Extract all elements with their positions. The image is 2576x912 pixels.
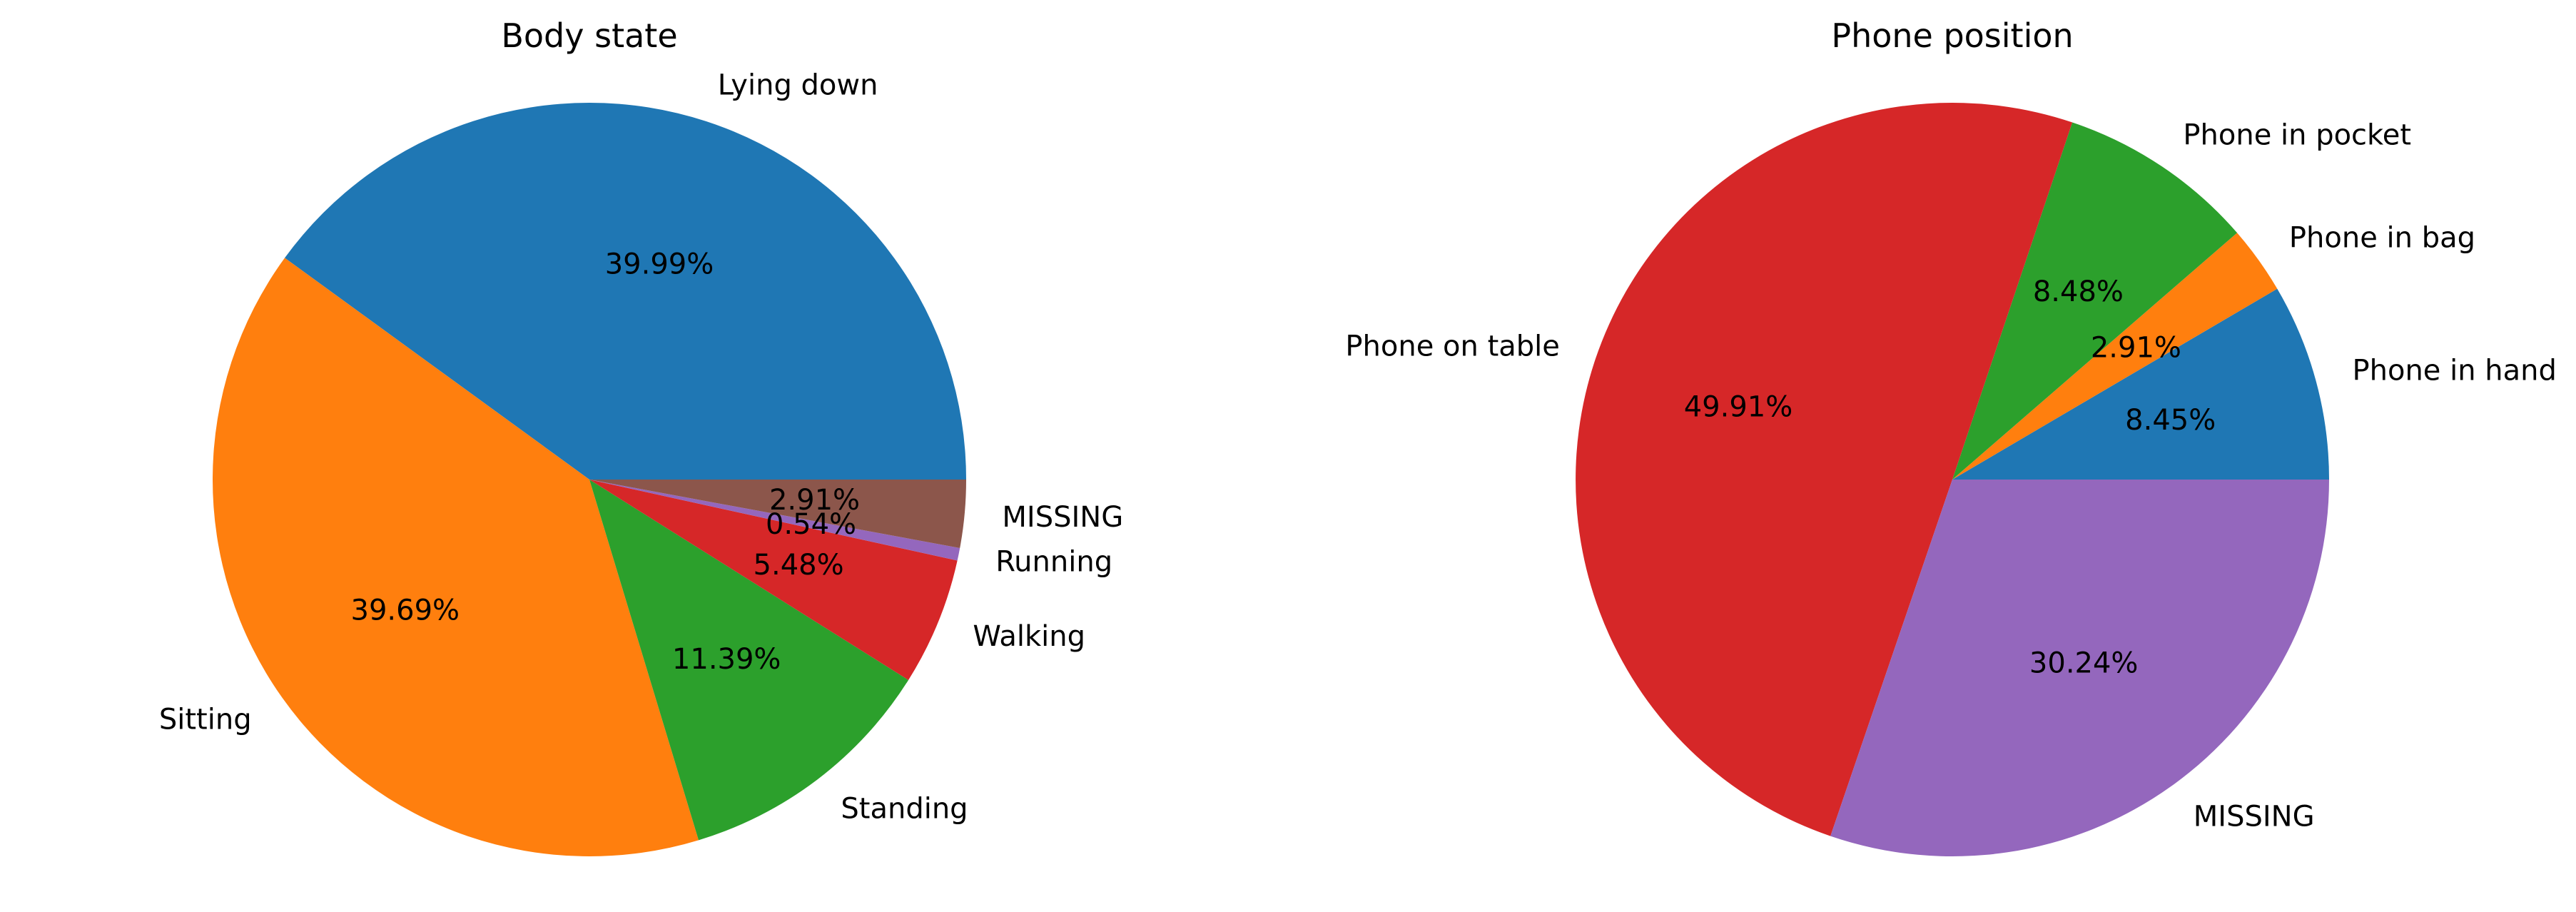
body-state-label-lying-down: Lying down xyxy=(718,69,878,102)
phone-position-label-missing: MISSING xyxy=(2194,801,2315,834)
phone-position-pct-phone-in-bag: 2.91% xyxy=(2091,331,2181,364)
phone-position-label-phone-in-pocket: Phone in pocket xyxy=(2183,119,2411,152)
phone-position-slices xyxy=(1576,103,2329,857)
body-state-slice-running xyxy=(589,480,960,561)
body-state-pct-walking: 5.48% xyxy=(754,549,844,582)
body-state-label-walking: Walking xyxy=(973,620,1085,653)
phone-position-label-phone-in-hand: Phone in hand xyxy=(2353,355,2557,387)
phone-position-pct-missing: 30.24% xyxy=(2029,647,2139,680)
body-state-slice-missing xyxy=(589,480,966,548)
body-state-slice-walking xyxy=(589,480,958,680)
phone-position-slice-phone-on-table xyxy=(1576,103,2073,836)
body-state-pct-standing: 11.39% xyxy=(672,643,781,676)
phone-position-pct-phone-on-table: 49.91% xyxy=(1684,390,1793,423)
body-state-pct-missing: 2.91% xyxy=(769,484,860,517)
phone-position-title: Phone position xyxy=(1831,16,2073,55)
body-state-slice-sitting xyxy=(212,258,699,857)
phone-position-label-phone-on-table: Phone on table xyxy=(1345,330,1559,363)
phone-position-slice-phone-in-hand xyxy=(1952,288,2329,480)
phone-position-label-phone-in-bag: Phone in bag xyxy=(2289,221,2475,254)
body-state-labels: Lying down 39.99% Sitting 39.69% Standing 11.… xyxy=(159,69,1123,826)
body-state-label-running: Running xyxy=(995,545,1112,578)
body-state-title: Body state xyxy=(501,16,677,55)
phone-position-slice-phone-in-pocket xyxy=(1952,122,2238,480)
body-state-slice-lying-down xyxy=(285,102,966,480)
body-state-label-missing: MISSING xyxy=(1002,501,1123,534)
phone-position-slice-phone-in-bag xyxy=(1952,233,2278,480)
phone-position-pct-phone-in-pocket: 8.48% xyxy=(2033,275,2124,308)
body-state-label-standing: Standing xyxy=(841,793,968,826)
phone-position-labels: Phone in hand 8.45% Phone in bag 2.91% Phone… xyxy=(1345,119,2556,834)
body-state-label-sitting: Sitting xyxy=(159,704,252,736)
body-state-slices xyxy=(212,102,966,857)
phone-position-pct-phone-in-hand: 8.45% xyxy=(2125,404,2216,437)
body-state-pie-chart: Body state Lying down 39.99% Sitting 39.69%… xyxy=(159,16,1123,857)
body-state-pct-lying-down: 39.99% xyxy=(605,248,714,281)
body-state-slice-standing xyxy=(589,480,909,841)
phone-position-slice-missing xyxy=(1830,480,2329,857)
body-state-pct-running: 0.54% xyxy=(766,508,856,541)
body-state-pct-sitting: 39.69% xyxy=(351,594,460,627)
